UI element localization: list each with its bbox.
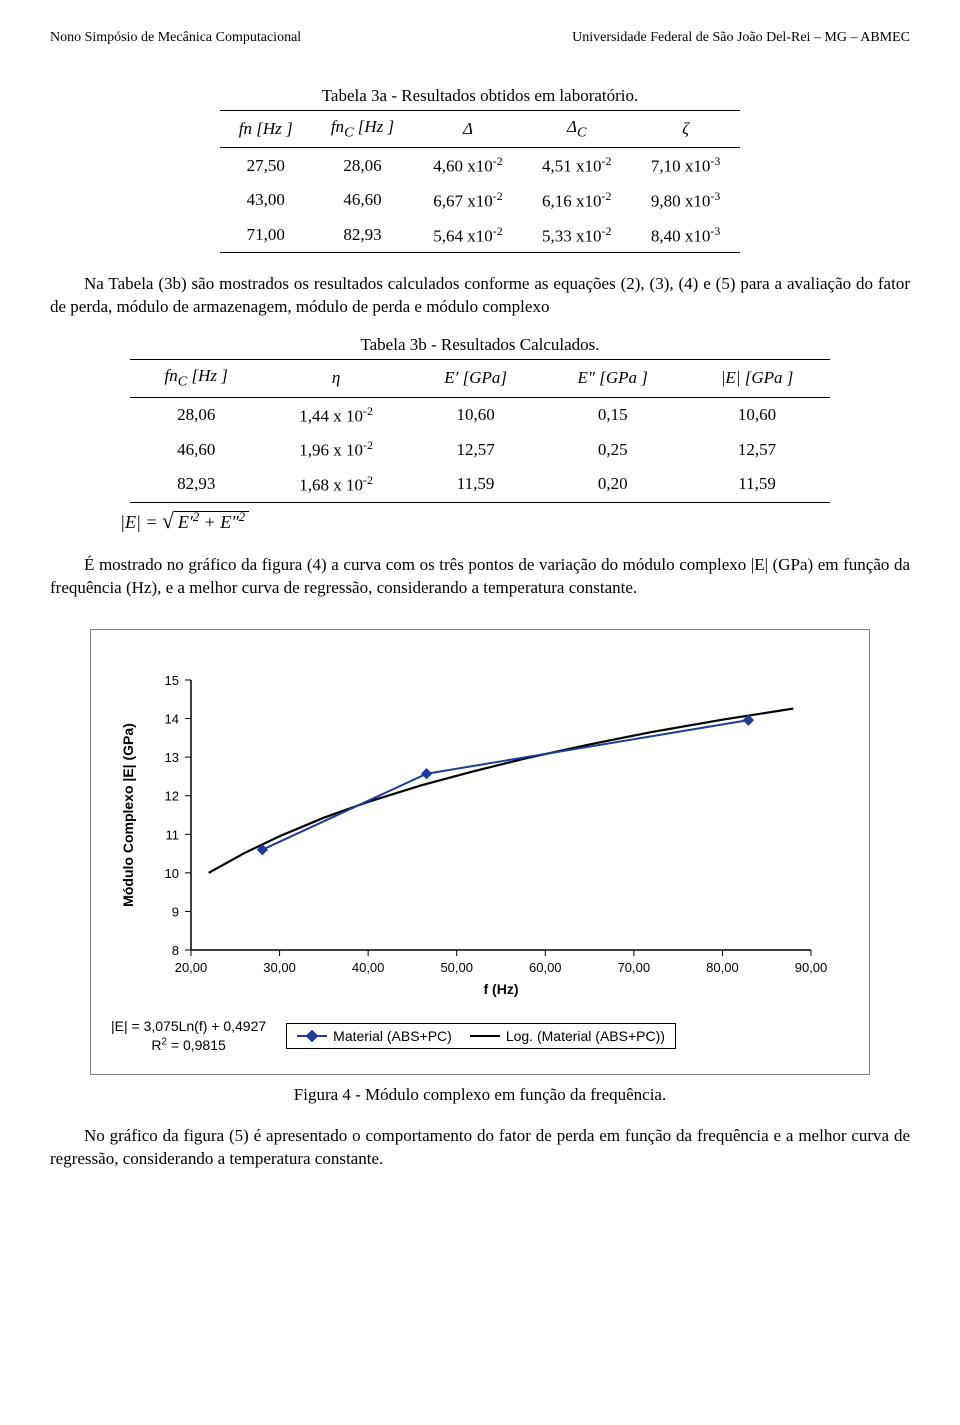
svg-text:f (Hz): f (Hz) bbox=[484, 981, 519, 997]
table-3b-title: Tabela 3b - Resultados Calculados. bbox=[50, 335, 910, 355]
svg-text:12: 12 bbox=[165, 789, 179, 804]
legend-marker-line-icon bbox=[470, 1035, 500, 1037]
table-3a-wrapper: Tabela 3a - Resultados obtidos em labora… bbox=[50, 86, 910, 253]
svg-text:30,00: 30,00 bbox=[263, 960, 296, 975]
table-cell: 5,64 x10-2 bbox=[414, 218, 523, 253]
legend-item-material: Material (ABS+PC) bbox=[297, 1028, 452, 1044]
table-cell: 12,57 bbox=[410, 432, 542, 467]
legend-label-1: Material (ABS+PC) bbox=[333, 1028, 452, 1044]
table-cell: 11,59 bbox=[410, 467, 542, 502]
table-cell: 7,10 x10-3 bbox=[631, 148, 740, 183]
table-cell: 28,06 bbox=[130, 397, 262, 432]
chart-svg: 8 9 10 11 12 13 14 15 20,00 30,00 40,00 50,00 60,00 7… bbox=[111, 670, 831, 1000]
table-3b-header: E′ [GPa] bbox=[410, 360, 542, 397]
table-cell: 46,60 bbox=[311, 183, 413, 218]
paragraph-3: No gráfico da figura (5) é apresentado o… bbox=[50, 1125, 910, 1171]
table-row: 46,601,96 x 10-212,570,2512,57 bbox=[130, 432, 830, 467]
table-3a-header: Δ bbox=[414, 111, 523, 148]
table-cell: 28,06 bbox=[311, 148, 413, 183]
svg-text:13: 13 bbox=[165, 751, 179, 766]
svg-text:8: 8 bbox=[172, 943, 179, 958]
table-3b-header: E″ [GPa ] bbox=[541, 360, 684, 397]
legend-marker-diamond bbox=[297, 1035, 327, 1037]
svg-text:80,00: 80,00 bbox=[706, 960, 739, 975]
svg-text:Módulo Complexo |E| (GPa): Módulo Complexo |E| (GPa) bbox=[120, 724, 136, 908]
table-3b-header: |E| [GPa ] bbox=[684, 360, 830, 397]
table-row: 82,931,68 x 10-211,590,2011,59 bbox=[130, 467, 830, 502]
legend-item-log: Log. (Material (ABS+PC)) bbox=[470, 1028, 665, 1044]
legend-box: Material (ABS+PC) Log. (Material (ABS+PC… bbox=[286, 1023, 676, 1049]
table-3b-header: η bbox=[262, 360, 409, 397]
svg-text:20,00: 20,00 bbox=[175, 960, 208, 975]
table-row: 28,061,44 x 10-210,600,1510,60 bbox=[130, 397, 830, 432]
table-3b: fnC [Hz ] η E′ [GPa] E″ [GPa ] |E| [GPa … bbox=[130, 359, 830, 502]
table-cell: 46,60 bbox=[130, 432, 262, 467]
table-cell: 6,67 x10-2 bbox=[414, 183, 523, 218]
fit-equation: |E| = 3,075Ln(f) + 0,4927 R2 = 0,9815 bbox=[111, 1017, 266, 1053]
table-cell: 82,93 bbox=[311, 218, 413, 253]
table-cell: 1,96 x 10-2 bbox=[262, 432, 409, 467]
svg-text:11: 11 bbox=[166, 828, 180, 843]
table-3a-title: Tabela 3a - Resultados obtidos em labora… bbox=[50, 86, 910, 106]
table-cell: 4,51 x10-2 bbox=[522, 148, 631, 183]
svg-text:9: 9 bbox=[172, 905, 179, 920]
table-cell: 0,15 bbox=[541, 397, 684, 432]
table-cell: 11,59 bbox=[684, 467, 830, 502]
table-3a-header: ΔC bbox=[522, 111, 631, 148]
fit-eq-line1: |E| = 3,075Ln(f) + 0,4927 bbox=[111, 1018, 266, 1034]
svg-text:14: 14 bbox=[165, 712, 179, 727]
table-cell: 10,60 bbox=[410, 397, 542, 432]
header-right: Universidade Federal de São João Del-Rei… bbox=[572, 30, 910, 46]
table-cell: 27,50 bbox=[220, 148, 311, 183]
table-row: 27,5028,064,60 x10-24,51 x10-27,10 x10-3 bbox=[220, 148, 740, 183]
table-3a-header: fn [Hz ] bbox=[220, 111, 311, 148]
svg-text:50,00: 50,00 bbox=[440, 960, 473, 975]
table-3a-header: fnC [Hz ] bbox=[311, 111, 413, 148]
table-cell: 71,00 bbox=[220, 218, 311, 253]
paragraph-2: É mostrado no gráfico da figura (4) a cu… bbox=[50, 554, 910, 600]
paragraph-1: Na Tabela (3b) são mostrados os resultad… bbox=[50, 273, 910, 319]
paragraph-2-text: É mostrado no gráfico da figura (4) a cu… bbox=[50, 555, 910, 597]
table-cell: 0,25 bbox=[541, 432, 684, 467]
table-3b-header: fnC [Hz ] bbox=[130, 360, 262, 397]
table-cell: 0,20 bbox=[541, 467, 684, 502]
table-3a: fn [Hz ] fnC [Hz ] Δ ΔC ζ 27,5028,064,60… bbox=[220, 110, 740, 253]
figure-4-caption: Figura 4 - Módulo complexo em função da … bbox=[50, 1085, 910, 1105]
table-cell: 4,60 x10-2 bbox=[414, 148, 523, 183]
table-row: 43,0046,606,67 x10-26,16 x10-29,80 x10-3 bbox=[220, 183, 740, 218]
table-cell: 6,16 x10-2 bbox=[522, 183, 631, 218]
chart-legend-row: |E| = 3,075Ln(f) + 0,4927 R2 = 0,9815 Ma… bbox=[111, 1017, 849, 1053]
table-cell: 10,60 bbox=[684, 397, 830, 432]
table-cell: 1,68 x 10-2 bbox=[262, 467, 409, 502]
table-3b-formula: |E| = √E′2 + E″2 bbox=[120, 509, 910, 534]
table-3b-wrapper: Tabela 3b - Resultados Calculados. fnC [… bbox=[50, 335, 910, 533]
page-header: Nono Simpósio de Mecânica Computacional … bbox=[50, 30, 910, 46]
svg-text:40,00: 40,00 bbox=[352, 960, 385, 975]
table-row: 71,0082,935,64 x10-25,33 x10-28,40 x10-3 bbox=[220, 218, 740, 253]
table-cell: 82,93 bbox=[130, 467, 262, 502]
svg-text:15: 15 bbox=[165, 673, 179, 688]
table-3a-header: ζ bbox=[631, 111, 740, 148]
svg-text:90,00: 90,00 bbox=[795, 960, 828, 975]
header-left: Nono Simpósio de Mecânica Computacional bbox=[50, 30, 301, 46]
svg-text:60,00: 60,00 bbox=[529, 960, 562, 975]
figure-4-chart: 8 9 10 11 12 13 14 15 20,00 30,00 40,00 50,00 60,00 7… bbox=[90, 629, 870, 1074]
table-cell: 1,44 x 10-2 bbox=[262, 397, 409, 432]
svg-text:70,00: 70,00 bbox=[618, 960, 651, 975]
svg-text:10: 10 bbox=[165, 866, 179, 881]
table-cell: 12,57 bbox=[684, 432, 830, 467]
paragraph-1-text: Na Tabela (3b) são mostrados os resultad… bbox=[50, 274, 910, 316]
legend-label-2: Log. (Material (ABS+PC)) bbox=[506, 1028, 665, 1044]
table-cell: 9,80 x10-3 bbox=[631, 183, 740, 218]
table-cell: 5,33 x10-2 bbox=[522, 218, 631, 253]
table-cell: 43,00 bbox=[220, 183, 311, 218]
table-cell: 8,40 x10-3 bbox=[631, 218, 740, 253]
paragraph-3-text: No gráfico da figura (5) é apresentado o… bbox=[50, 1126, 910, 1168]
